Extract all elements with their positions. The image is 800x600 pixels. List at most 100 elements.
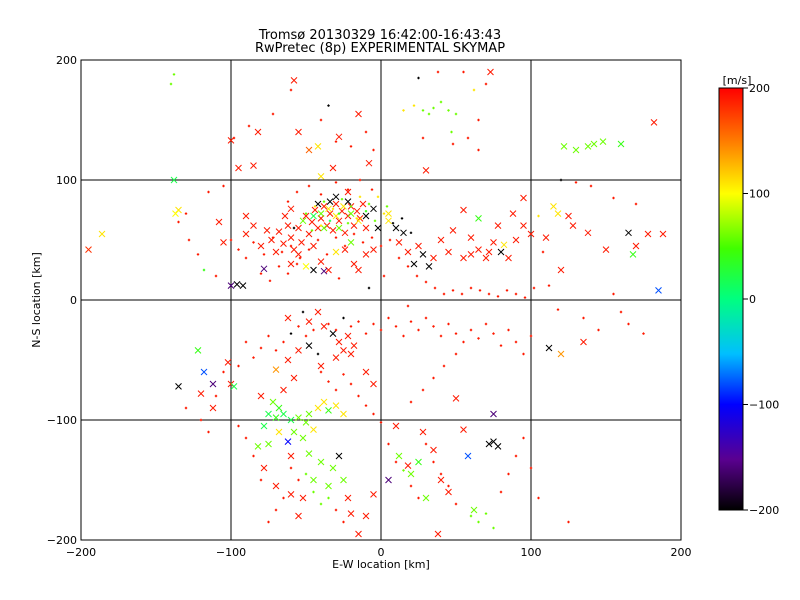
- data-point-332: [421, 109, 425, 112]
- data-point-167: [362, 368, 370, 376]
- data-point-336: [447, 109, 450, 112]
- data-point-84: [317, 258, 325, 265]
- data-point-6: [254, 128, 262, 136]
- data-point-217: [362, 512, 370, 520]
- data-point-134: [590, 140, 598, 148]
- data-point-429: [402, 469, 405, 472]
- data-point-375: [447, 322, 450, 326]
- data-point-180: [275, 404, 283, 412]
- data-point-305: [202, 268, 206, 272]
- data-point-235: [545, 344, 553, 352]
- data-point-165: [332, 354, 340, 361]
- data-point-416: [319, 502, 323, 506]
- data-point-119: [500, 241, 508, 249]
- data-point-303: [259, 272, 263, 275]
- data-point-462: [316, 352, 320, 356]
- x-axis-label: E-W location [km]: [332, 558, 430, 571]
- data-point-110: [467, 234, 475, 241]
- data-point-376: [454, 332, 458, 335]
- x-tick-label: −200: [66, 546, 96, 559]
- data-point-205: [299, 494, 307, 502]
- data-point-314: [307, 184, 311, 188]
- data-point-290: [337, 212, 341, 215]
- data-point-158: [305, 342, 313, 349]
- data-point-391: [282, 340, 285, 344]
- data-point-94: [370, 246, 377, 253]
- data-point-150: [305, 318, 313, 325]
- data-point-111: [475, 246, 482, 253]
- colorbar-tick-label: −200: [749, 504, 779, 517]
- data-point-330: [402, 109, 405, 112]
- data-point-289: [328, 219, 332, 222]
- data-point-390: [289, 332, 293, 335]
- data-point-433: [432, 460, 435, 464]
- data-point-160: [284, 356, 292, 364]
- data-point-107: [437, 236, 445, 244]
- data-point-394: [259, 346, 263, 350]
- data-point-407: [349, 382, 353, 386]
- data-point-322: [271, 112, 275, 116]
- data-point-186: [302, 419, 310, 426]
- data-point-296: [391, 222, 395, 225]
- data-point-395: [252, 356, 255, 359]
- data-point-377: [462, 340, 465, 344]
- data-point-173: [194, 347, 202, 354]
- data-point-278: [313, 205, 317, 208]
- data-point-30: [287, 234, 295, 241]
- data-point-224: [419, 428, 427, 436]
- data-point-369: [402, 334, 405, 338]
- data-point-357: [619, 310, 623, 314]
- data-point-288: [319, 224, 323, 227]
- data-point-122: [542, 234, 550, 241]
- data-point-249: [289, 244, 293, 248]
- data-point-425: [244, 436, 248, 440]
- data-point-287: [310, 229, 314, 232]
- data-point-149: [284, 314, 292, 322]
- data-point-315: [319, 193, 323, 196]
- colorbar-unit: [m/s]: [723, 74, 752, 87]
- y-tick-label: −200: [47, 534, 77, 547]
- data-point-343: [477, 118, 480, 122]
- data-point-68: [362, 212, 370, 220]
- data-point-245: [252, 241, 255, 244]
- data-point-191: [332, 402, 340, 409]
- data-point-449: [442, 364, 446, 368]
- data-point-60: [347, 210, 355, 217]
- data-point-431: [417, 496, 420, 500]
- data-point-456: [537, 214, 540, 218]
- data-point-297: [400, 217, 404, 220]
- data-point-301: [277, 265, 281, 268]
- data-point-460: [292, 226, 296, 230]
- data-point-269: [469, 286, 473, 290]
- data-point-452: [409, 400, 413, 404]
- data-point-138: [554, 210, 562, 217]
- data-point-218: [370, 491, 377, 498]
- data-point-254: [334, 236, 338, 239]
- data-point-388: [304, 334, 308, 338]
- data-point-137: [560, 143, 568, 150]
- data-point-35: [305, 230, 313, 238]
- data-point-274: [514, 292, 518, 296]
- data-point-248: [280, 250, 284, 254]
- data-point-380: [484, 322, 488, 326]
- data-point-396: [244, 340, 248, 344]
- data-point-237: [452, 395, 460, 402]
- data-point-251: [307, 248, 311, 251]
- colorbar-ticks: 200 100 0 −100 −200: [743, 82, 779, 517]
- data-point-14: [250, 162, 257, 169]
- data-point-47: [341, 229, 349, 237]
- data-point-333: [427, 112, 431, 116]
- data-point-339: [436, 70, 440, 74]
- data-point-223: [415, 458, 422, 466]
- data-point-313: [295, 190, 299, 194]
- data-point-392: [274, 349, 278, 352]
- data-point-389: [297, 325, 300, 328]
- data-point-430: [409, 484, 413, 488]
- data-point-364: [364, 332, 368, 335]
- data-point-141: [632, 242, 640, 250]
- data-point-67: [344, 198, 352, 205]
- data-point-156: [344, 332, 352, 340]
- data-point-265: [433, 286, 437, 290]
- data-point-329: [372, 148, 375, 152]
